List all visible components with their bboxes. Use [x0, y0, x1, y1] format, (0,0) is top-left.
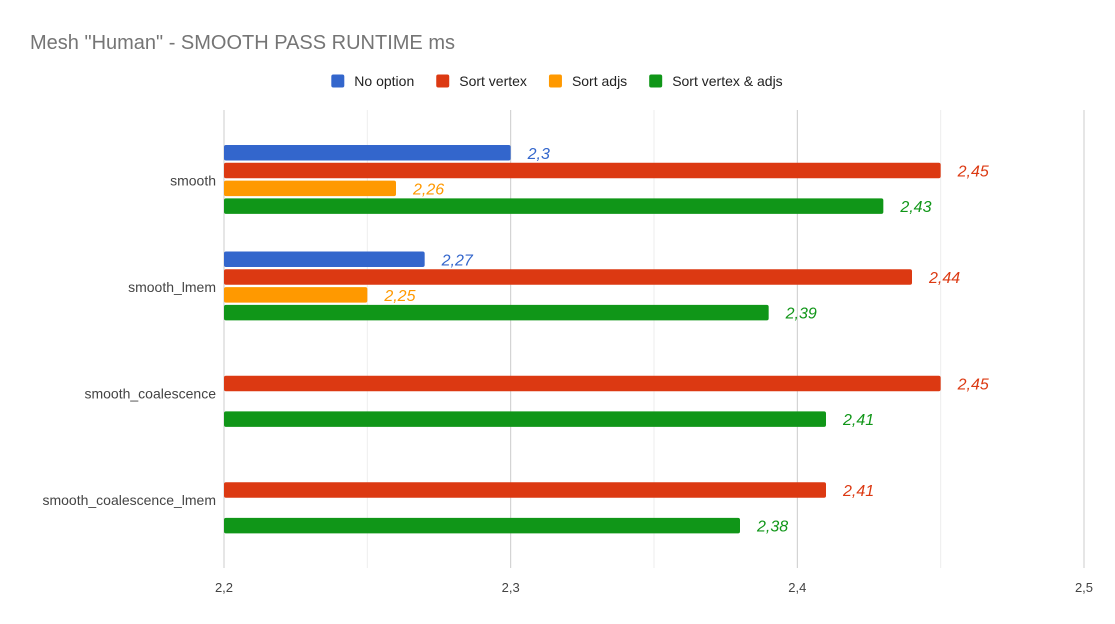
bar-sort-vertex-smooth: [224, 162, 941, 179]
x-tick-label: 2,2: [215, 580, 233, 595]
legend: No option Sort vertex Sort adjs Sort vertex…: [331, 73, 783, 89]
bar-sort-vertex-adjs-smooth-lmem: [224, 304, 769, 321]
legend-label-sort-vertex-adjs: Sort vertex & adjs: [672, 73, 783, 89]
bar-sort-adjs-smooth: [224, 180, 396, 197]
x-tick-label: 2,3: [502, 580, 520, 595]
legend-swatch-sort-vertex: [436, 74, 450, 88]
bar-sort-vertex-adjs-smooth-coalescence-lmem: [224, 517, 740, 534]
category-label-smooth: smooth: [170, 173, 216, 189]
legend-label-sort-adjs: Sort adjs: [572, 73, 627, 89]
data-label-sort-adjs-smooth: 2,26: [412, 181, 444, 198]
bar-sort-vertex-adjs-smooth-coalescence: [224, 411, 826, 427]
bars: 2,3 2,45 2,26 2,43 2,27 2,44 2,25 2,39 2,45 2,41 2…: [224, 145, 989, 536]
data-label-no-option-smooth: 2,3: [527, 146, 550, 163]
x-axis-tick-labels: 2,2 2,3 2,4 2,5: [215, 580, 1093, 595]
data-label-sort-vertex-smooth-coalescence-lmem: 2,41: [842, 483, 874, 500]
legend-swatch-sort-vertex-adjs: [649, 74, 663, 88]
legend-label-no-option: No option: [354, 73, 414, 89]
data-label-sort-vertex-adjs-smooth-coalescence-lmem: 2,38: [756, 519, 788, 536]
x-tick-label: 2,5: [1075, 580, 1093, 595]
bar-no-option-smooth-lmem: [224, 251, 425, 267]
gridlines: [223, 110, 1085, 568]
bar-sort-vertex-smooth-coalescence: [224, 375, 941, 392]
category-label-smooth-coalescence-lmem: smooth_coalescence_lmem: [42, 492, 216, 508]
legend-label-sort-vertex: Sort vertex: [459, 73, 527, 89]
data-label-sort-vertex-adjs-smooth: 2,43: [899, 199, 931, 216]
bar-no-option-smooth: [224, 145, 511, 161]
data-label-sort-vertex-smooth: 2,45: [957, 164, 989, 181]
bar-sort-vertex-adjs-smooth: [224, 198, 884, 214]
legend-swatch-no-option: [331, 74, 345, 88]
legend-swatch-sort-adjs: [548, 74, 562, 88]
data-label-sort-vertex-adjs-smooth-coalescence: 2,41: [842, 412, 874, 429]
bar-sort-adjs-smooth-lmem: [224, 287, 368, 303]
category-labels: smooth smooth_lmem smooth_coalescencesmoot…: [42, 173, 216, 509]
chart-title: Mesh "Human" - SMOOTH PASS RUNTIME ms: [30, 32, 455, 54]
data-label-sort-vertex-smooth-lmem: 2,44: [928, 270, 960, 287]
category-label-smooth-lmem: smooth_lmem: [128, 279, 216, 295]
data-label-sort-adjs-smooth-lmem: 2,25: [383, 288, 415, 305]
category-label-smooth-coalescence: smooth_coalescence: [84, 386, 216, 402]
bar-sort-vertex-smooth-coalescence-lmem: [224, 482, 826, 498]
bar-sort-vertex-smooth-lmem: [224, 269, 912, 285]
data-label-sort-vertex-adjs-smooth-lmem: 2,39: [785, 306, 817, 323]
x-tick-label: 2,4: [788, 580, 806, 595]
data-label-no-option-smooth-lmem: 2,27: [441, 252, 474, 269]
data-label-sort-vertex-smooth-coalescence: 2,45: [957, 377, 989, 394]
